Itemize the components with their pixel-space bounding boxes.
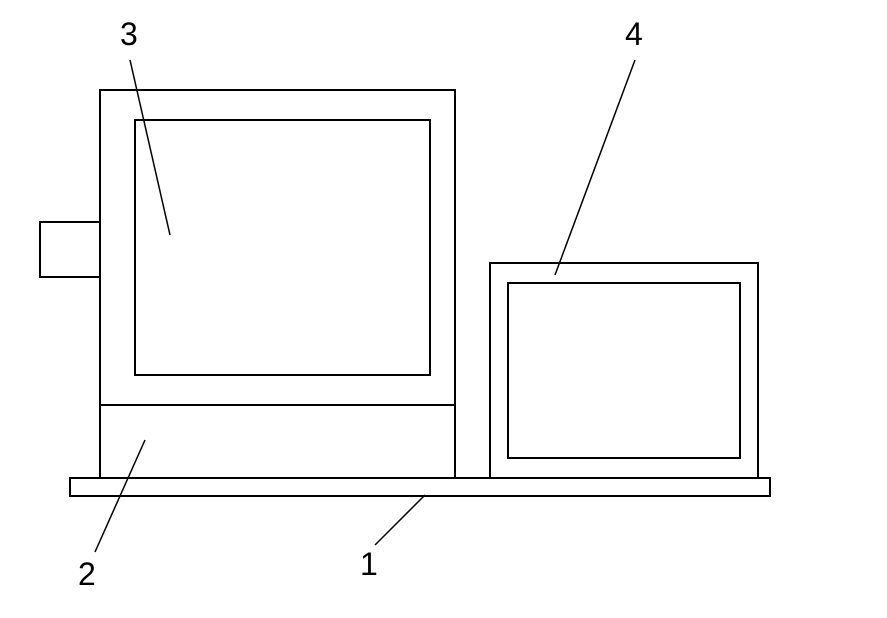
base-plate [70, 478, 770, 496]
label-4: 4 [625, 16, 643, 52]
label-3: 3 [120, 16, 138, 52]
label-2: 2 [78, 556, 96, 592]
leader-4 [555, 60, 635, 275]
leader-1 [375, 495, 425, 545]
right-module-inner [508, 283, 740, 458]
label-1: 1 [360, 546, 378, 582]
side-tab [40, 222, 100, 277]
left-module-inner [135, 120, 430, 375]
pedestal-block [100, 405, 455, 478]
